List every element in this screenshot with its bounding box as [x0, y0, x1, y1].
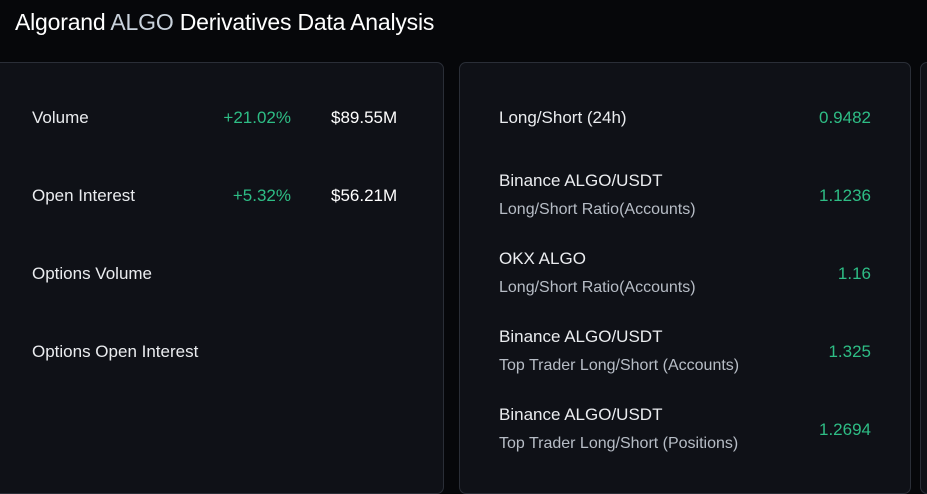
title-suffix: Derivatives Data Analysis — [173, 9, 435, 35]
long-short-24h-label: Long/Short (24h) — [499, 108, 627, 127]
volume-change: +21.02% — [223, 108, 291, 127]
open-interest-value: $56.21M — [331, 186, 398, 205]
binance-top-trader-positions-title: Binance ALGO/USDT — [499, 405, 663, 424]
next-card-edge — [920, 62, 927, 494]
okx-ratio-accounts-value: 1.16 — [837, 264, 871, 283]
volume-label: Volume — [32, 108, 89, 127]
binance-top-trader-positions-value: 1.2694 — [819, 420, 871, 439]
binance-top-trader-accounts-value: 1.325 — [828, 342, 871, 361]
binance-top-trader-accounts-title: Binance ALGO/USDT — [499, 327, 663, 346]
title-prefix: Algorand — [15, 9, 111, 35]
okx-ratio-accounts-subtitle: Long/Short Ratio(Accounts) — [499, 279, 696, 296]
binance-ratio-accounts-value: 1.1236 — [819, 186, 871, 205]
long-short-24h-value: 0.9482 — [819, 108, 871, 127]
binance-ratio-accounts-title: Binance ALGO/USDT — [499, 171, 663, 190]
open-interest-label: Open Interest — [32, 186, 136, 205]
open-interest-change: +5.32% — [232, 186, 291, 205]
options-open-interest-label: Options Open Interest — [32, 342, 199, 361]
long-short-card — [459, 62, 911, 494]
page-title: Algorand ALGO Derivatives Data Analysis — [15, 9, 434, 36]
binance-top-trader-accounts-subtitle: Top Trader Long/Short (Accounts) — [499, 357, 740, 374]
volume-value: $89.55M — [331, 108, 398, 127]
okx-ratio-accounts-title: OKX ALGO — [499, 249, 586, 268]
binance-ratio-accounts-subtitle: Long/Short Ratio(Accounts) — [499, 201, 696, 218]
market-stats-card — [0, 62, 444, 494]
binance-top-trader-positions-subtitle: Top Trader Long/Short (Positions) — [499, 435, 739, 452]
options-volume-label: Options Volume — [32, 264, 153, 283]
title-coin-symbol[interactable]: ALGO — [110, 9, 174, 35]
